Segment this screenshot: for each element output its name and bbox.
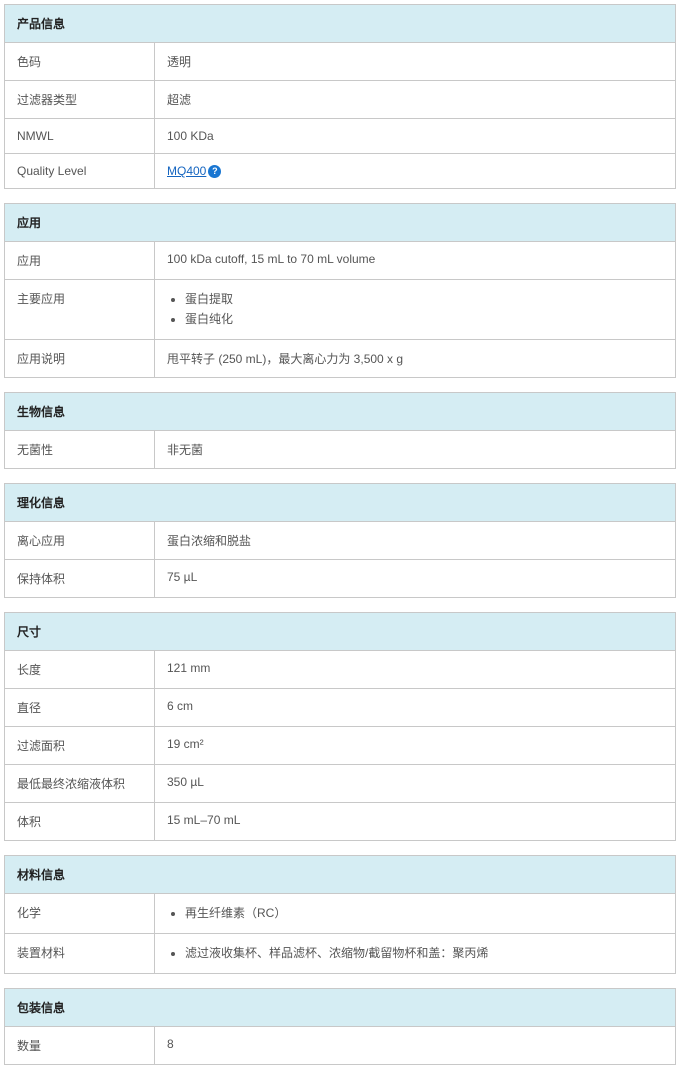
row-label: 体积 (5, 803, 155, 840)
table-row: 直径6 cm (5, 689, 675, 727)
section: 理化信息离心应用蛋白浓缩和脱盐保持体积75 µL (4, 483, 676, 598)
row-label: 保持体积 (5, 560, 155, 597)
row-value: 8 (155, 1027, 675, 1064)
section: 生物信息无菌性非无菌 (4, 392, 676, 469)
row-value: 再生纤维素（RC） (155, 894, 675, 933)
table-row: 过滤面积19 cm² (5, 727, 675, 765)
section: 材料信息化学 再生纤维素（RC） 装置材料 滤过液收集杯、样品滤杯、浓缩物/截留物杯和… (4, 855, 676, 974)
row-value: 100 KDa (155, 119, 675, 153)
row-value: 75 µL (155, 560, 675, 597)
row-label: 长度 (5, 651, 155, 688)
section-header: 应用 (5, 204, 675, 242)
section-header: 尺寸 (5, 613, 675, 651)
row-value: 15 mL–70 mL (155, 803, 675, 840)
section: 包装信息数量8 (4, 988, 676, 1065)
row-label: 离心应用 (5, 522, 155, 559)
row-label: 化学 (5, 894, 155, 933)
value-list: 滤过液收集杯、样品滤杯、浓缩物/截留物杯和盖：聚丙烯 (167, 944, 663, 963)
section: 尺寸长度121 mm直径6 cm过滤面积19 cm²最低最终浓缩液体积350 µ… (4, 612, 676, 841)
quality-level-link[interactable]: MQ400 (167, 164, 206, 178)
list-item: 蛋白纯化 (185, 310, 663, 329)
row-value: 121 mm (155, 651, 675, 688)
row-label: 应用说明 (5, 340, 155, 377)
row-value: 滤过液收集杯、样品滤杯、浓缩物/截留物杯和盖：聚丙烯 (155, 934, 675, 973)
value-list: 蛋白提取蛋白纯化 (167, 290, 663, 328)
section-header: 生物信息 (5, 393, 675, 431)
row-value: 350 µL (155, 765, 675, 802)
row-value: 蛋白提取蛋白纯化 (155, 280, 675, 338)
table-row: 长度121 mm (5, 651, 675, 689)
row-label: 应用 (5, 242, 155, 279)
row-label: 装置材料 (5, 934, 155, 973)
row-label: 无菌性 (5, 431, 155, 468)
row-label: 直径 (5, 689, 155, 726)
row-label: 主要应用 (5, 280, 155, 338)
row-label: 最低最终浓缩液体积 (5, 765, 155, 802)
row-label: NMWL (5, 119, 155, 153)
table-row: 体积15 mL–70 mL (5, 803, 675, 840)
list-item: 滤过液收集杯、样品滤杯、浓缩物/截留物杯和盖：聚丙烯 (185, 944, 663, 963)
table-row: 保持体积75 µL (5, 560, 675, 597)
section-header: 材料信息 (5, 856, 675, 894)
table-row: 色码透明 (5, 43, 675, 81)
row-value: 非无菌 (155, 431, 675, 468)
row-value: 甩平转子 (250 mL)，最大离心力为 3,500 x g (155, 340, 675, 377)
table-row: 最低最终浓缩液体积350 µL (5, 765, 675, 803)
table-row: 主要应用蛋白提取蛋白纯化 (5, 280, 675, 339)
row-label: 色码 (5, 43, 155, 80)
table-row: 化学 再生纤维素（RC） (5, 894, 675, 934)
row-label: Quality Level (5, 154, 155, 188)
table-row: 离心应用蛋白浓缩和脱盐 (5, 522, 675, 560)
table-row: 数量8 (5, 1027, 675, 1064)
section-header: 包装信息 (5, 989, 675, 1027)
section: 产品信息色码透明过滤器类型超滤NMWL100 KDaQuality LevelM… (4, 4, 676, 189)
row-value: 19 cm² (155, 727, 675, 764)
list-item: 蛋白提取 (185, 290, 663, 309)
table-row: NMWL100 KDa (5, 119, 675, 154)
section-header: 理化信息 (5, 484, 675, 522)
table-row: 过滤器类型超滤 (5, 81, 675, 119)
table-row: Quality LevelMQ400? (5, 154, 675, 188)
table-row: 无菌性非无菌 (5, 431, 675, 468)
row-value: 蛋白浓缩和脱盐 (155, 522, 675, 559)
list-item: 再生纤维素（RC） (185, 904, 663, 923)
row-value: 100 kDa cutoff, 15 mL to 70 mL volume (155, 242, 675, 279)
section-header: 产品信息 (5, 5, 675, 43)
row-label: 数量 (5, 1027, 155, 1064)
row-value: 6 cm (155, 689, 675, 726)
row-value: 透明 (155, 43, 675, 80)
section: 应用应用100 kDa cutoff, 15 mL to 70 mL volum… (4, 203, 676, 377)
value-list: 再生纤维素（RC） (167, 904, 663, 923)
table-row: 装置材料 滤过液收集杯、样品滤杯、浓缩物/截留物杯和盖：聚丙烯 (5, 934, 675, 973)
row-label: 过滤面积 (5, 727, 155, 764)
table-row: 应用100 kDa cutoff, 15 mL to 70 mL volume (5, 242, 675, 280)
info-icon[interactable]: ? (208, 165, 221, 178)
table-row: 应用说明甩平转子 (250 mL)，最大离心力为 3,500 x g (5, 340, 675, 377)
row-label: 过滤器类型 (5, 81, 155, 118)
row-value: 超滤 (155, 81, 675, 118)
row-value: MQ400? (155, 154, 675, 188)
